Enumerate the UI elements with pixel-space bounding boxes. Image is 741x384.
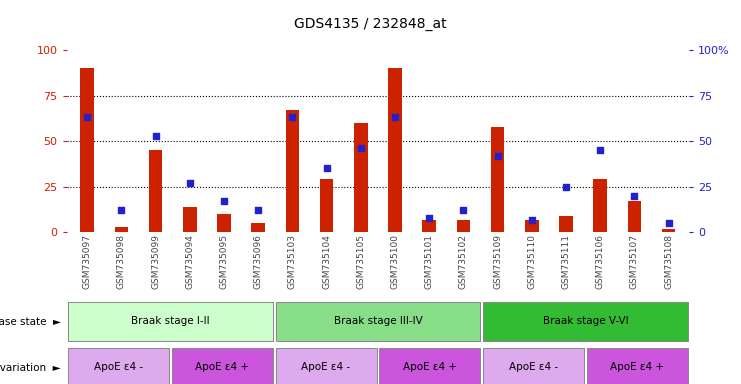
Text: GDS4135 / 232848_at: GDS4135 / 232848_at (294, 17, 447, 31)
Bar (217, 214, 231, 232)
Bar (628, 201, 641, 232)
Bar (320, 179, 333, 232)
Point (321, 166, 333, 172)
Point (457, 207, 469, 214)
Point (355, 146, 367, 152)
Bar (587, 348, 688, 384)
Text: ApoE ε4 +: ApoE ε4 + (403, 362, 456, 372)
Point (526, 217, 538, 223)
Text: Braak stage I-II: Braak stage I-II (131, 316, 210, 326)
Text: Braak stage III-IV: Braak stage III-IV (333, 316, 422, 326)
Text: ApoE ε4 -: ApoE ε4 - (509, 362, 558, 372)
Point (560, 184, 572, 190)
Text: ApoE ε4 +: ApoE ε4 + (611, 362, 664, 372)
Bar (149, 150, 162, 232)
Bar (456, 220, 471, 232)
Point (218, 198, 230, 204)
Bar (354, 123, 368, 232)
Bar (491, 127, 505, 232)
Bar (68, 348, 169, 384)
Point (82, 114, 93, 121)
Bar (285, 110, 299, 232)
Text: ApoE ε4 +: ApoE ε4 + (196, 362, 249, 372)
Text: disease state  ►: disease state ► (0, 316, 61, 327)
Point (287, 114, 299, 121)
Bar (594, 179, 607, 232)
Text: ApoE ε4 -: ApoE ε4 - (302, 362, 350, 372)
Bar (251, 223, 265, 232)
Bar (662, 229, 676, 232)
Bar (115, 227, 128, 232)
Point (628, 193, 640, 199)
Point (252, 207, 264, 214)
Point (116, 207, 127, 214)
Bar (483, 302, 688, 341)
Text: ApoE ε4 -: ApoE ε4 - (94, 362, 143, 372)
Point (594, 147, 606, 153)
Bar (276, 348, 376, 384)
Bar (422, 220, 436, 232)
Bar (68, 302, 273, 341)
Bar (525, 220, 539, 232)
Bar (276, 302, 480, 341)
Bar (388, 68, 402, 232)
Bar (379, 348, 480, 384)
Text: Braak stage V-VI: Braak stage V-VI (542, 316, 628, 326)
Point (423, 215, 435, 221)
Point (662, 220, 674, 226)
Point (492, 153, 504, 159)
Point (150, 132, 162, 139)
Bar (483, 348, 584, 384)
Point (389, 114, 401, 121)
Text: genotype/variation  ►: genotype/variation ► (0, 362, 61, 373)
Bar (172, 348, 273, 384)
Point (184, 180, 196, 186)
Bar (183, 207, 196, 232)
Bar (559, 216, 573, 232)
Bar (80, 68, 94, 232)
